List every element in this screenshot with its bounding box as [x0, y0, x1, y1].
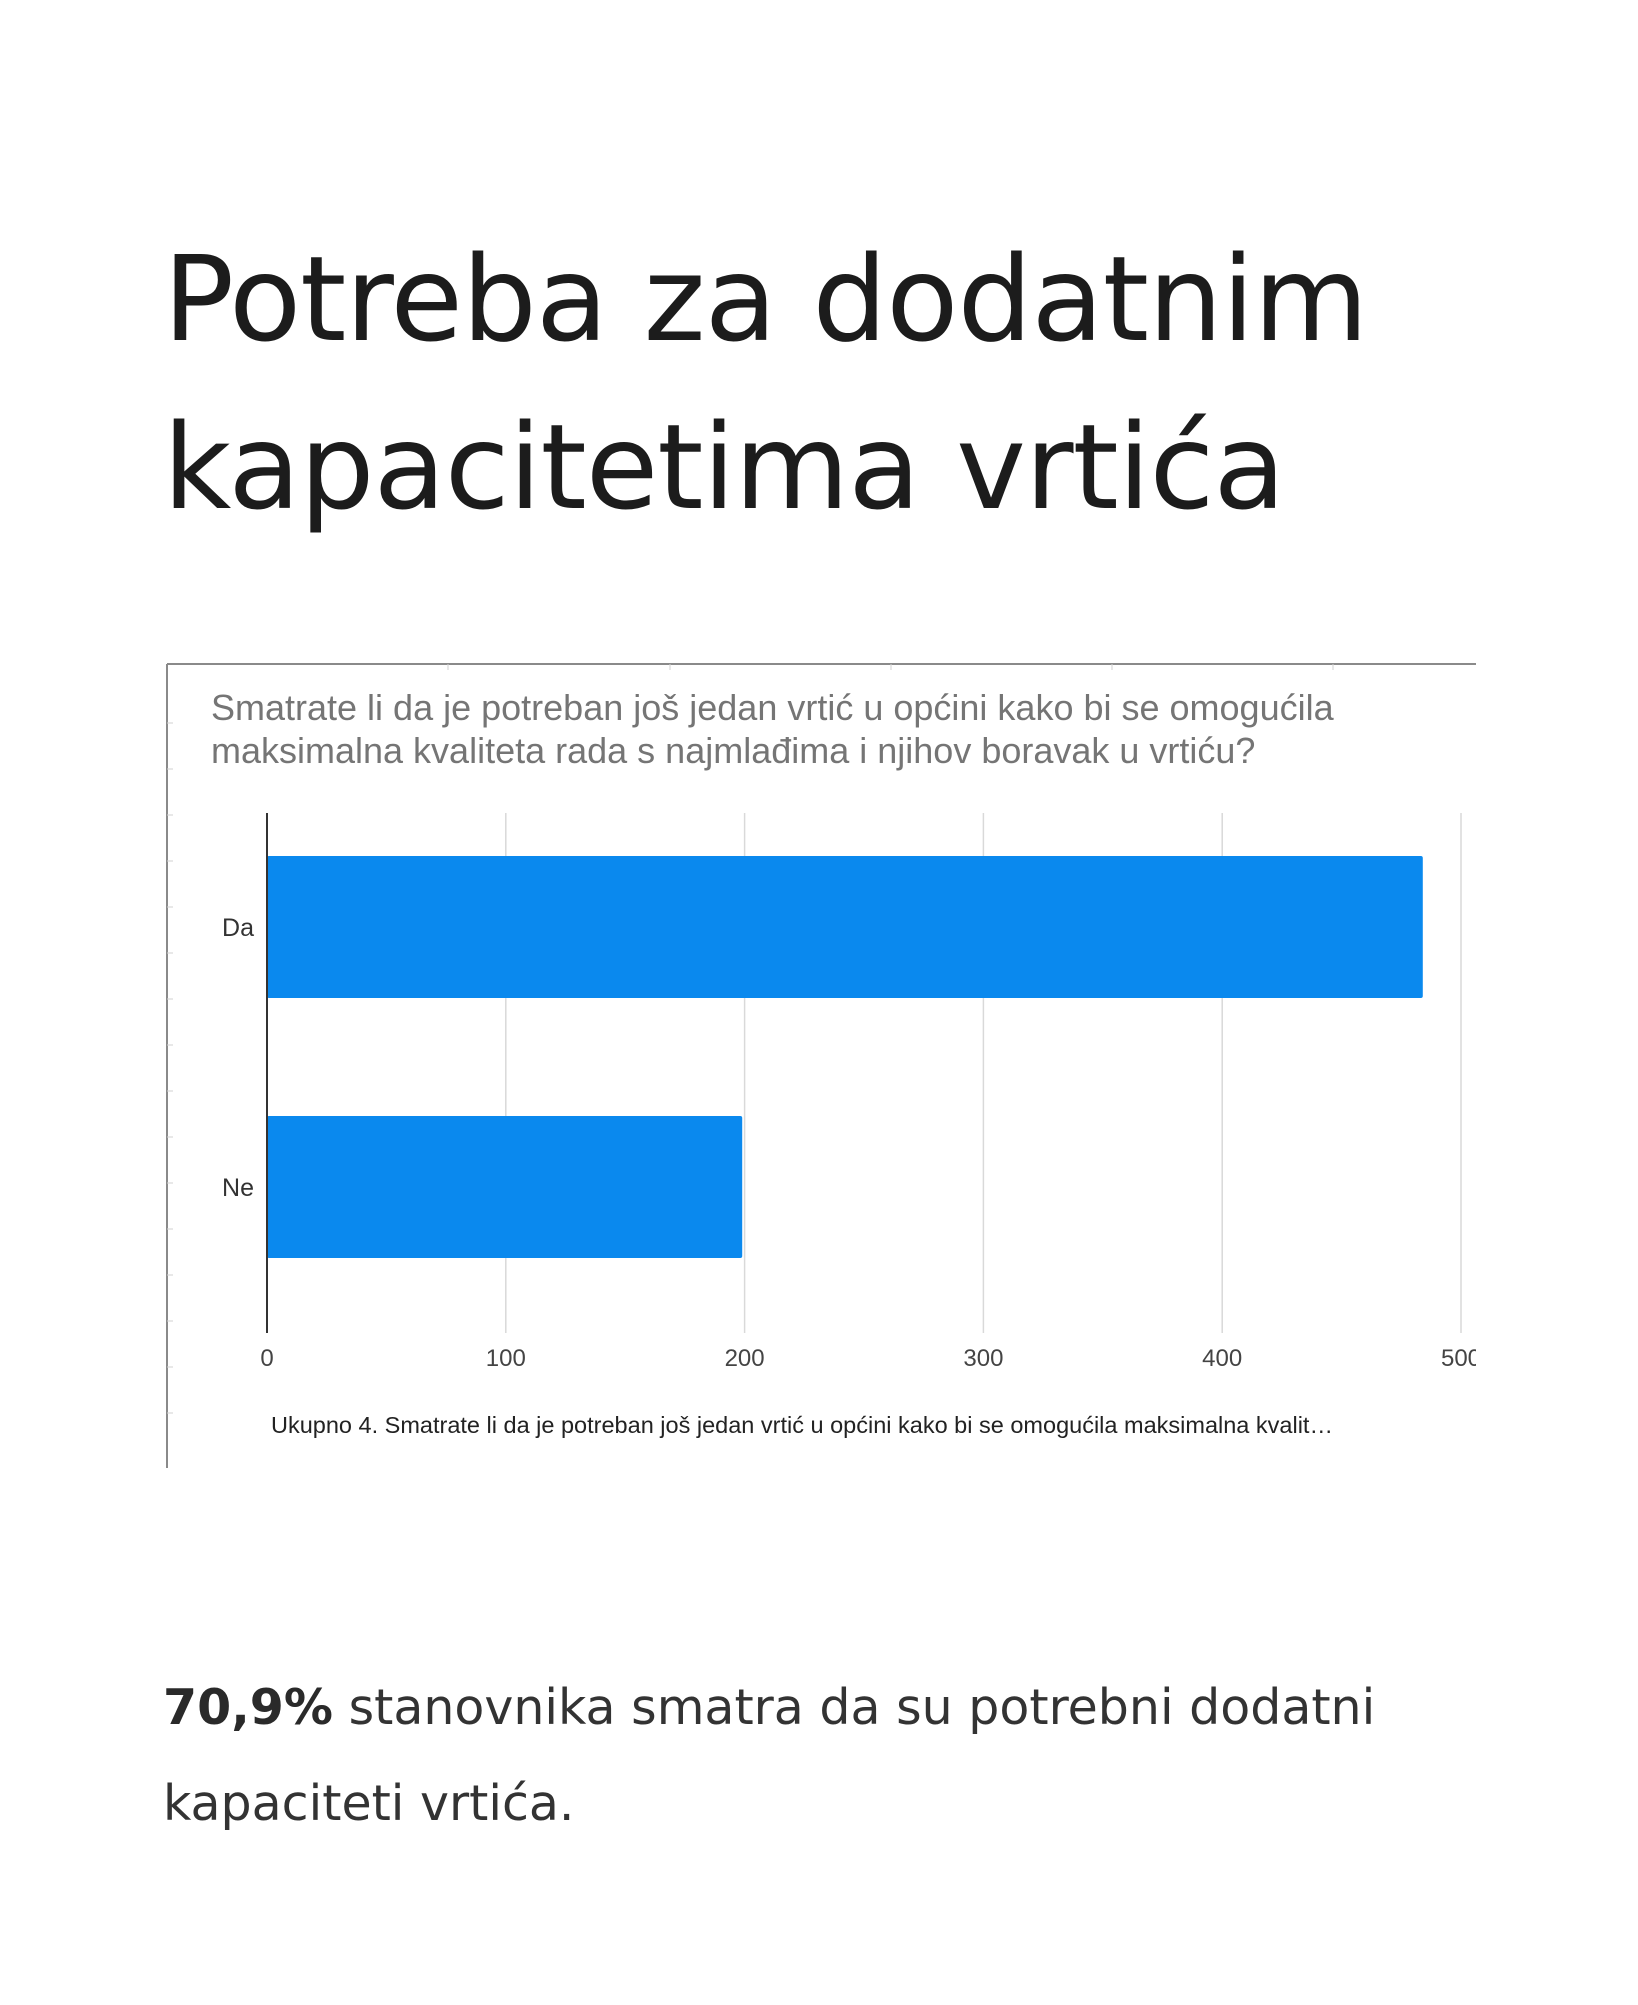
x-tick-label: 500 — [1441, 1345, 1476, 1372]
frame-left-ticks — [167, 722, 173, 1414]
chart-title-line-2: maksimalna kvaliteta rada s najmlađima i… — [211, 730, 1255, 771]
x-tick-label: 300 — [963, 1345, 1003, 1372]
bar-da — [267, 856, 1423, 998]
bar-ne — [267, 1116, 743, 1258]
chart-footer: Ukupno 4. Smatrate li da je potreban još… — [271, 1412, 1333, 1438]
summary-text: 70,9% stanovnika smatra da su potrebni d… — [163, 1660, 1463, 1852]
x-tick-label: 400 — [1202, 1345, 1242, 1372]
page-title: Potreba za dodatnim kapacitetima vrtića — [163, 230, 1369, 536]
frame-top-ticks — [447, 664, 1334, 670]
chart-bars — [267, 856, 1423, 1258]
category-labels: Da Ne — [222, 914, 254, 1202]
x-tick-label: 200 — [725, 1345, 765, 1372]
chart-title-line-1: Smatrate li da je potreban još jedan vrt… — [211, 687, 1335, 728]
x-axis-tick-labels: 0 100 200 300 400 500 — [260, 1345, 1476, 1372]
chart-svg: Smatrate li da je potreban još jedan vrt… — [166, 663, 1476, 1468]
x-tick-label: 0 — [260, 1345, 273, 1372]
bar-chart: Smatrate li da je potreban još jedan vrt… — [166, 663, 1476, 1468]
category-label: Ne — [222, 1174, 254, 1202]
summary-body: stanovnika smatra da su potrebni dodatni… — [163, 1679, 1376, 1832]
summary-highlight: 70,9% — [163, 1679, 333, 1736]
x-tick-label: 100 — [486, 1345, 526, 1372]
category-label: Da — [222, 914, 254, 942]
